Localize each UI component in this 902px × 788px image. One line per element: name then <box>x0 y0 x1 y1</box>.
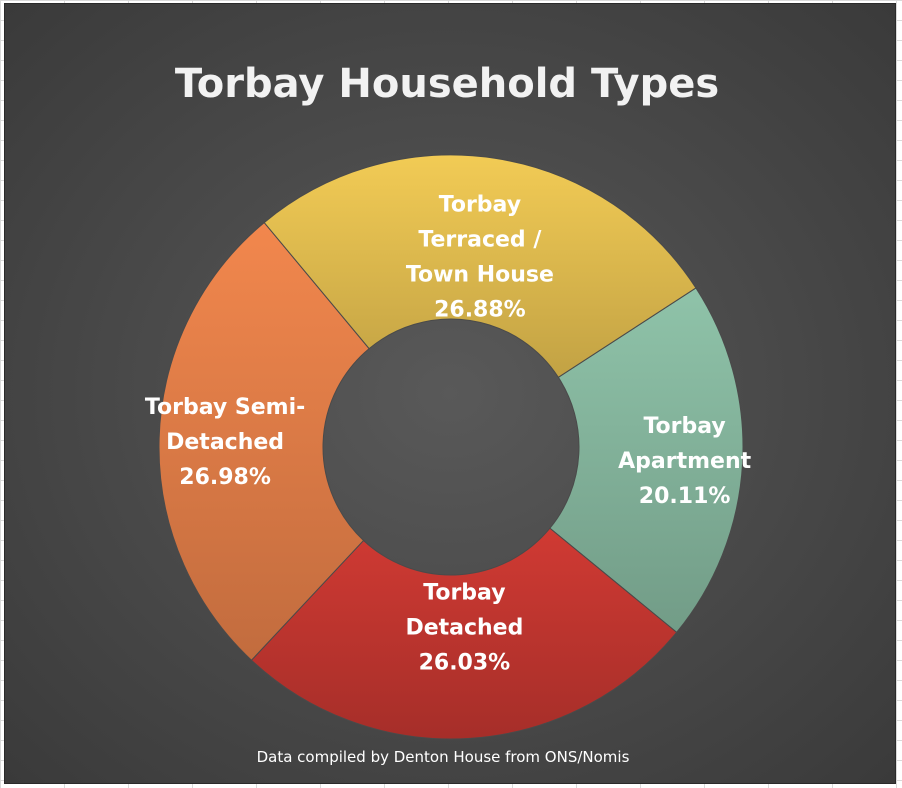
slice-torbay-detached[interactable] <box>250 527 678 740</box>
data-label-2: Torbay Detached 26.03% <box>405 581 523 676</box>
data-label-line: 26.88% <box>434 298 526 323</box>
chart-title: Torbay Household Types <box>175 61 719 107</box>
data-label-line: Torbay <box>643 414 725 439</box>
chart-area[interactable]: Torbay Household Types Torbay Apartment 20… <box>4 3 896 784</box>
data-label-line: Detached <box>405 616 523 641</box>
data-label-line: 26.98% <box>179 465 271 490</box>
data-label-line: Torbay Semi- <box>145 395 305 420</box>
slice-torbay-semi-detached[interactable] <box>158 221 370 661</box>
data-label-line: Terraced / <box>418 228 542 253</box>
data-label-line: 26.03% <box>419 651 511 676</box>
data-label-line: Detached <box>166 430 284 455</box>
data-label-line: Town House <box>406 263 554 288</box>
data-label-line: Apartment <box>618 449 751 474</box>
source-note: Data compiled by Denton House from ONS/N… <box>257 748 630 766</box>
data-label-3: Torbay Semi- Detached 26.98% <box>145 395 305 490</box>
data-label-line: Torbay <box>423 581 505 606</box>
slice-torbay-terraced-town-house[interactable] <box>263 154 697 378</box>
slice-torbay-apartment[interactable] <box>549 287 744 634</box>
data-label-line: 20.11% <box>639 484 731 509</box>
data-label-4: Torbay Terraced / Town House 26.88% <box>406 193 554 323</box>
doughnut-chart: Torbay Household Types Torbay Apartment 20… <box>145 61 752 766</box>
data-label-line: Torbay <box>439 193 521 218</box>
data-label-1: Torbay Apartment 20.11% <box>618 414 751 509</box>
